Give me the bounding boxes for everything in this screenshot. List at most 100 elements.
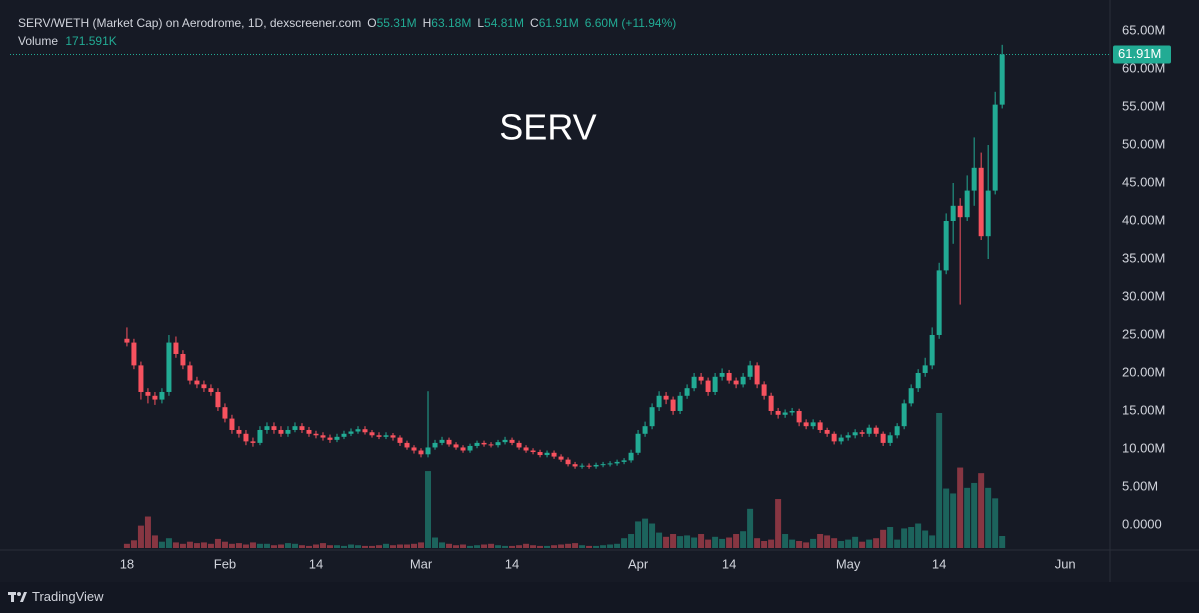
candle-body bbox=[957, 205, 963, 218]
volume-bar bbox=[922, 530, 929, 548]
volume-bar bbox=[607, 544, 614, 548]
candle-body bbox=[635, 433, 641, 453]
legend-volume: Volume 171.591K bbox=[18, 34, 117, 48]
volume-bar bbox=[782, 534, 789, 548]
candle-body bbox=[271, 426, 277, 430]
volume-bar bbox=[453, 545, 460, 548]
candle-body bbox=[523, 447, 529, 451]
candle-body bbox=[873, 427, 879, 434]
candle-body bbox=[999, 54, 1005, 105]
volume-bar bbox=[649, 523, 656, 548]
volume-bar bbox=[663, 536, 670, 548]
candle-body bbox=[943, 220, 949, 271]
candle-body bbox=[915, 372, 921, 389]
candle-body bbox=[369, 432, 375, 436]
high-value: 63.18M bbox=[431, 16, 472, 30]
volume-bar bbox=[277, 544, 284, 548]
volume-bar bbox=[796, 541, 803, 548]
volume-bar bbox=[298, 545, 305, 548]
volume-bar bbox=[523, 543, 530, 548]
candle-body bbox=[649, 407, 655, 427]
volume-bar bbox=[284, 543, 291, 548]
close-key: C bbox=[530, 16, 539, 30]
open-key: O bbox=[367, 16, 377, 30]
volume-bar bbox=[754, 538, 761, 548]
volume-bar bbox=[291, 543, 298, 548]
volume-bar bbox=[866, 539, 873, 548]
volume-bar bbox=[404, 544, 411, 548]
volume-bar bbox=[256, 543, 263, 548]
volume-bar bbox=[207, 543, 214, 548]
candle-body bbox=[663, 395, 669, 400]
candle-body bbox=[586, 465, 592, 467]
volume-bar bbox=[712, 536, 719, 548]
candle-body bbox=[502, 439, 508, 443]
volume-bar bbox=[530, 545, 537, 548]
candle-body bbox=[390, 435, 396, 438]
candle-body bbox=[705, 380, 711, 392]
volume-bar bbox=[656, 532, 663, 548]
candle-body bbox=[579, 465, 585, 467]
candle-body bbox=[817, 422, 823, 430]
candle-body bbox=[215, 391, 221, 408]
volume-bar bbox=[719, 538, 726, 548]
volume-bar bbox=[221, 541, 228, 548]
candle-body bbox=[964, 190, 970, 218]
candle-body bbox=[775, 410, 781, 415]
volume-bar bbox=[600, 545, 607, 548]
candle-body bbox=[908, 388, 914, 404]
volume-bar bbox=[670, 534, 677, 548]
volume-bar bbox=[740, 531, 747, 548]
volume-bar bbox=[340, 545, 347, 548]
candle-body bbox=[761, 384, 767, 396]
y-tick-label: 0.0000 bbox=[1122, 516, 1162, 531]
candle-body bbox=[285, 429, 291, 434]
candle-body bbox=[544, 452, 550, 456]
candle-body bbox=[754, 365, 760, 385]
candle-body bbox=[642, 426, 648, 434]
volume-bar bbox=[390, 545, 397, 548]
low-value: 54.81M bbox=[484, 16, 525, 30]
candle-body bbox=[712, 376, 718, 392]
volume-bar bbox=[999, 535, 1006, 548]
candle-body bbox=[348, 431, 354, 434]
volume-bar bbox=[186, 541, 193, 548]
volume-bar bbox=[502, 545, 509, 548]
y-tick-label: 20.00M bbox=[1122, 364, 1165, 379]
volume-bar bbox=[824, 535, 831, 548]
volume-bar bbox=[361, 545, 368, 548]
candle-body bbox=[166, 342, 172, 392]
volume-bar bbox=[684, 535, 691, 548]
x-tick-label: Feb bbox=[214, 556, 236, 571]
volume-bar bbox=[936, 413, 943, 548]
volume-bar bbox=[165, 538, 172, 548]
volume-bar bbox=[761, 541, 768, 548]
volume-bar bbox=[992, 498, 999, 548]
volume-bar bbox=[964, 487, 971, 548]
volume-bar bbox=[481, 544, 488, 548]
candle-body bbox=[362, 429, 368, 433]
candle-body bbox=[621, 460, 627, 462]
volume-bar bbox=[137, 525, 144, 548]
volume-bar bbox=[446, 543, 453, 548]
candle-body bbox=[901, 403, 907, 427]
candle-body bbox=[383, 435, 389, 437]
candle-body bbox=[257, 429, 263, 443]
candle-body bbox=[740, 376, 746, 385]
candle-body bbox=[747, 365, 753, 377]
volume-bar bbox=[200, 542, 207, 548]
chart: SERV 0.0000 5.00M 10.00M 15.00M 20.00M 25.00M… bbox=[0, 0, 1199, 582]
volume-bar bbox=[418, 542, 425, 548]
volume-bar bbox=[354, 545, 361, 548]
candle-body bbox=[537, 452, 543, 456]
volume-bar bbox=[831, 538, 838, 548]
candle-body bbox=[978, 167, 984, 237]
candle-body bbox=[733, 380, 739, 385]
volume-bar bbox=[270, 545, 277, 548]
candle-body bbox=[208, 388, 214, 392]
candle-body bbox=[628, 452, 634, 461]
volume-bar bbox=[908, 527, 915, 548]
candle-body bbox=[670, 399, 676, 411]
candle-body bbox=[327, 437, 333, 440]
candle-body bbox=[446, 439, 452, 445]
